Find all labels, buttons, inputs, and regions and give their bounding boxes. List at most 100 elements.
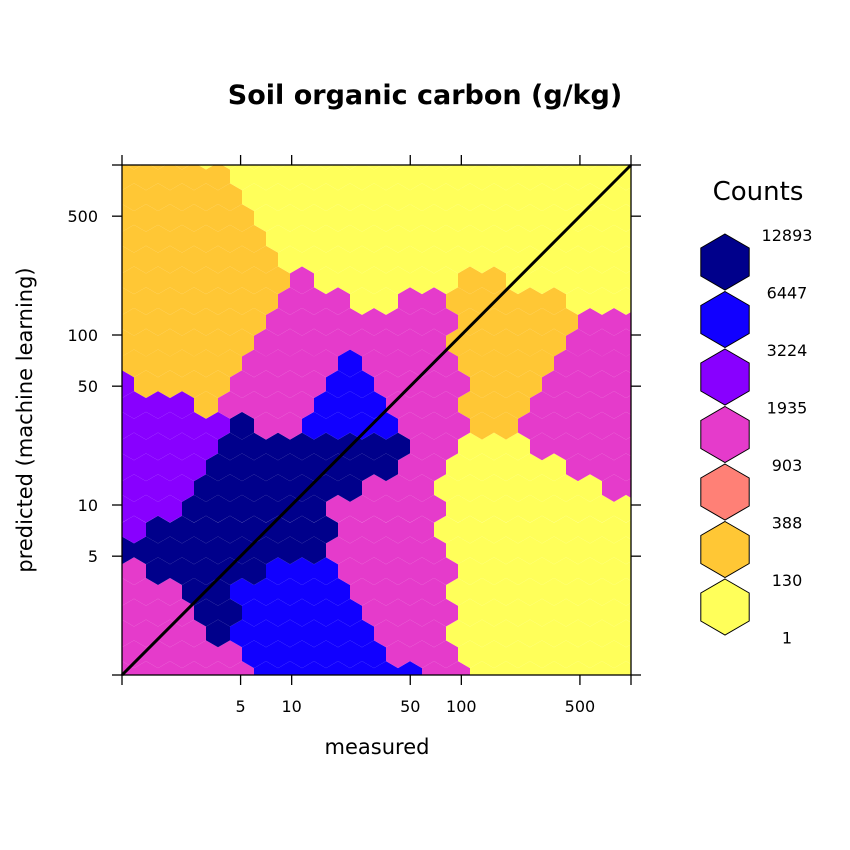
hex-bin xyxy=(518,453,542,482)
hex-bin xyxy=(218,224,242,253)
hex-bin xyxy=(446,661,470,675)
hex-bin xyxy=(482,266,506,295)
hex-bin xyxy=(254,245,278,274)
hex-bin xyxy=(146,515,170,544)
hex-bin xyxy=(386,391,410,419)
hex-bin xyxy=(134,245,158,274)
hex-bin xyxy=(122,204,134,232)
hex-bin xyxy=(482,515,506,544)
hex-bin xyxy=(266,266,290,295)
hex-bin xyxy=(398,494,422,523)
hex-bin xyxy=(566,619,590,648)
hex-bin xyxy=(314,224,338,253)
hex-bin xyxy=(434,224,458,253)
hex-bin xyxy=(530,474,554,502)
hex-bin xyxy=(290,640,314,669)
hex-bin xyxy=(638,412,662,440)
legend-count-label: 3224 xyxy=(767,341,808,360)
hex-bin xyxy=(566,536,590,565)
hex-bin xyxy=(326,370,350,398)
hex-bin xyxy=(578,557,602,585)
hex-bin xyxy=(242,474,266,502)
legend-count-label: 130 xyxy=(772,571,803,590)
hex-bin xyxy=(614,578,631,606)
hex-bin xyxy=(146,224,170,253)
hex-bin xyxy=(254,287,278,315)
hex-bin xyxy=(482,391,506,419)
hex-bin xyxy=(254,165,278,191)
hex-bin xyxy=(518,411,542,440)
hex-bin xyxy=(206,494,230,523)
hex-bin xyxy=(542,494,566,523)
hex-bin xyxy=(230,165,254,191)
hex-bin xyxy=(242,598,266,627)
hex-bin xyxy=(566,245,590,274)
hex-bin xyxy=(446,287,470,315)
hex-bin xyxy=(338,224,362,253)
hex-bin xyxy=(554,557,578,585)
hex-bin xyxy=(614,661,631,675)
hex-bin xyxy=(218,598,242,627)
hex-bin xyxy=(518,619,542,648)
hex-bin xyxy=(398,328,422,357)
hex-bin xyxy=(222,165,238,170)
hex-bin xyxy=(398,287,422,315)
hex-bin xyxy=(590,494,614,523)
hex-bin xyxy=(626,602,631,623)
hex-bin xyxy=(122,165,134,191)
hex-bin xyxy=(386,598,410,627)
hex-bin xyxy=(290,266,314,295)
hex-bin xyxy=(338,598,362,627)
hex-bin xyxy=(482,474,506,502)
hex-bin xyxy=(386,183,410,211)
hex-bin xyxy=(302,165,326,191)
hex-bin xyxy=(506,474,530,502)
y-tick-label: 10 xyxy=(78,496,98,515)
hex-bin xyxy=(242,391,266,419)
hex-bin xyxy=(446,370,470,398)
hex-bin xyxy=(626,561,631,581)
hex-bin xyxy=(386,308,410,336)
hex-bin xyxy=(374,536,398,565)
hex-bin xyxy=(438,165,454,170)
hex-bin xyxy=(458,640,482,669)
hex-bin xyxy=(458,349,482,378)
hex-bin xyxy=(314,640,338,669)
hex-bin xyxy=(362,515,386,544)
hex-bin xyxy=(510,165,526,170)
hex-bin xyxy=(170,515,194,544)
hex-bin xyxy=(158,328,182,357)
hex-bin xyxy=(146,183,170,211)
hex-bin xyxy=(458,266,482,295)
hex-bin xyxy=(230,619,254,648)
hex-bin xyxy=(482,183,506,211)
hex-bin xyxy=(398,245,422,274)
hex-bin xyxy=(350,165,374,191)
hex-bin xyxy=(170,224,194,253)
hex-bin xyxy=(278,245,302,274)
hex-bin xyxy=(150,165,166,170)
hex-bin xyxy=(542,204,566,232)
hex-bin xyxy=(206,536,230,565)
hex-bin xyxy=(638,495,662,523)
hex-bin xyxy=(194,224,218,253)
hex-bin xyxy=(410,308,434,336)
hex-bin xyxy=(494,287,518,315)
hex-bin xyxy=(518,536,542,565)
hex-bin xyxy=(518,578,542,606)
hex-bin xyxy=(554,308,578,336)
hex-bin xyxy=(542,328,566,357)
hex-bin xyxy=(494,661,518,675)
hex-bin xyxy=(314,474,338,502)
hex-bin xyxy=(326,411,350,440)
hex-bin xyxy=(314,308,338,336)
hex-bin xyxy=(218,349,242,378)
hex-bin xyxy=(362,183,386,211)
y-tick-label: 500 xyxy=(67,207,98,226)
hex-bin xyxy=(578,474,602,502)
hex-bin xyxy=(230,370,254,398)
hex-bin xyxy=(638,246,662,274)
hex-bin xyxy=(254,578,278,606)
hex-bin xyxy=(506,640,530,669)
hex-bin xyxy=(410,474,434,502)
